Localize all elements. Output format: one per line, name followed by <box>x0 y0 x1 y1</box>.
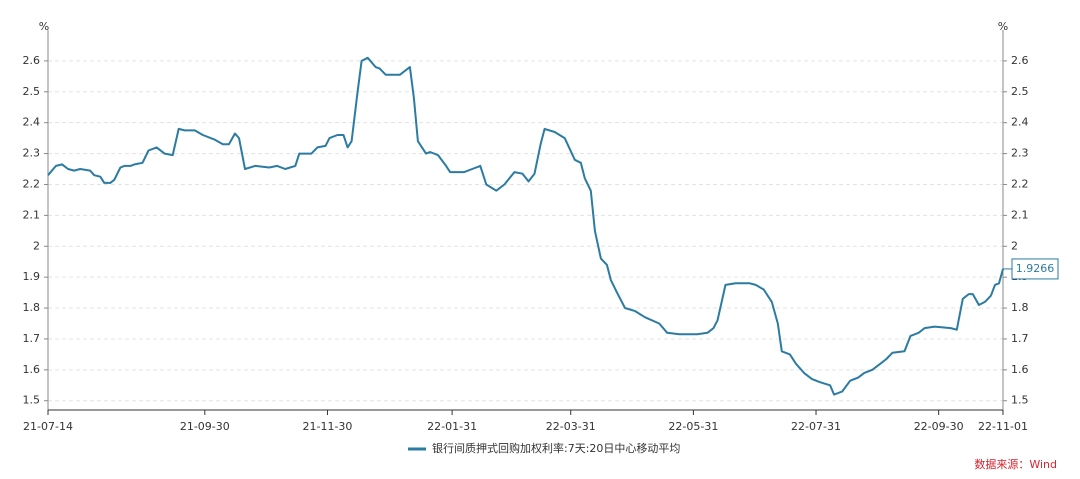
y2-tick-label: 1.7 <box>1011 332 1029 345</box>
y2-tick-label: 2.1 <box>1011 208 1029 221</box>
y-tick-label: 2.6 <box>23 54 41 67</box>
y-tick-label: 2.3 <box>23 147 41 160</box>
y2-tick-label: 1.8 <box>1011 301 1029 314</box>
x-tick-label: 22-07-31 <box>791 420 841 433</box>
legend-label: 银行间质押式回购加权利率:7天:20日中心移动平均 <box>432 441 680 455</box>
x-tick-label: 22-01-31 <box>427 420 477 433</box>
y-tick-label: 1.9 <box>23 270 41 283</box>
y2-tick-label: 2.2 <box>1011 177 1029 190</box>
y2-tick-label: 2.5 <box>1011 85 1029 98</box>
y-unit-left: % <box>39 20 49 33</box>
x-tick-label: 22-05-31 <box>668 420 718 433</box>
y2-tick-label: 2.3 <box>1011 147 1029 160</box>
y-tick-label: 2.5 <box>23 85 41 98</box>
y2-tick-label: 2 <box>1011 239 1018 252</box>
y-tick-label: 1.8 <box>23 301 41 314</box>
y-tick-label: 1.7 <box>23 332 41 345</box>
x-tick-label: 21-07-14 <box>23 420 73 433</box>
x-tick-label: 22-03-31 <box>546 420 596 433</box>
x-tick-label: 21-09-30 <box>180 420 230 433</box>
x-tick-label: 22-09-30 <box>914 420 964 433</box>
y2-tick-label: 1.5 <box>1011 394 1029 407</box>
y-tick-label: 2.1 <box>23 208 41 221</box>
y-tick-label: 1.5 <box>23 394 41 407</box>
x-tick-label: 21-11-30 <box>302 420 352 433</box>
y2-tick-label: 2.4 <box>1011 116 1029 129</box>
y2-tick-label: 1.6 <box>1011 363 1029 376</box>
y-tick-label: 1.6 <box>23 363 41 376</box>
y-tick-label: 2.2 <box>23 177 41 190</box>
y-unit-right: % <box>998 20 1008 33</box>
x-tick-label: 22-11-01 <box>978 420 1028 433</box>
y2-tick-label: 2.6 <box>1011 54 1029 67</box>
y-tick-label: 2.4 <box>23 116 41 129</box>
source-note: 数据来源：Wind <box>974 457 1057 471</box>
data-line <box>47 56 1004 396</box>
end-label: 1.9266 <box>1016 262 1055 275</box>
y-tick-label: 2 <box>33 239 40 252</box>
